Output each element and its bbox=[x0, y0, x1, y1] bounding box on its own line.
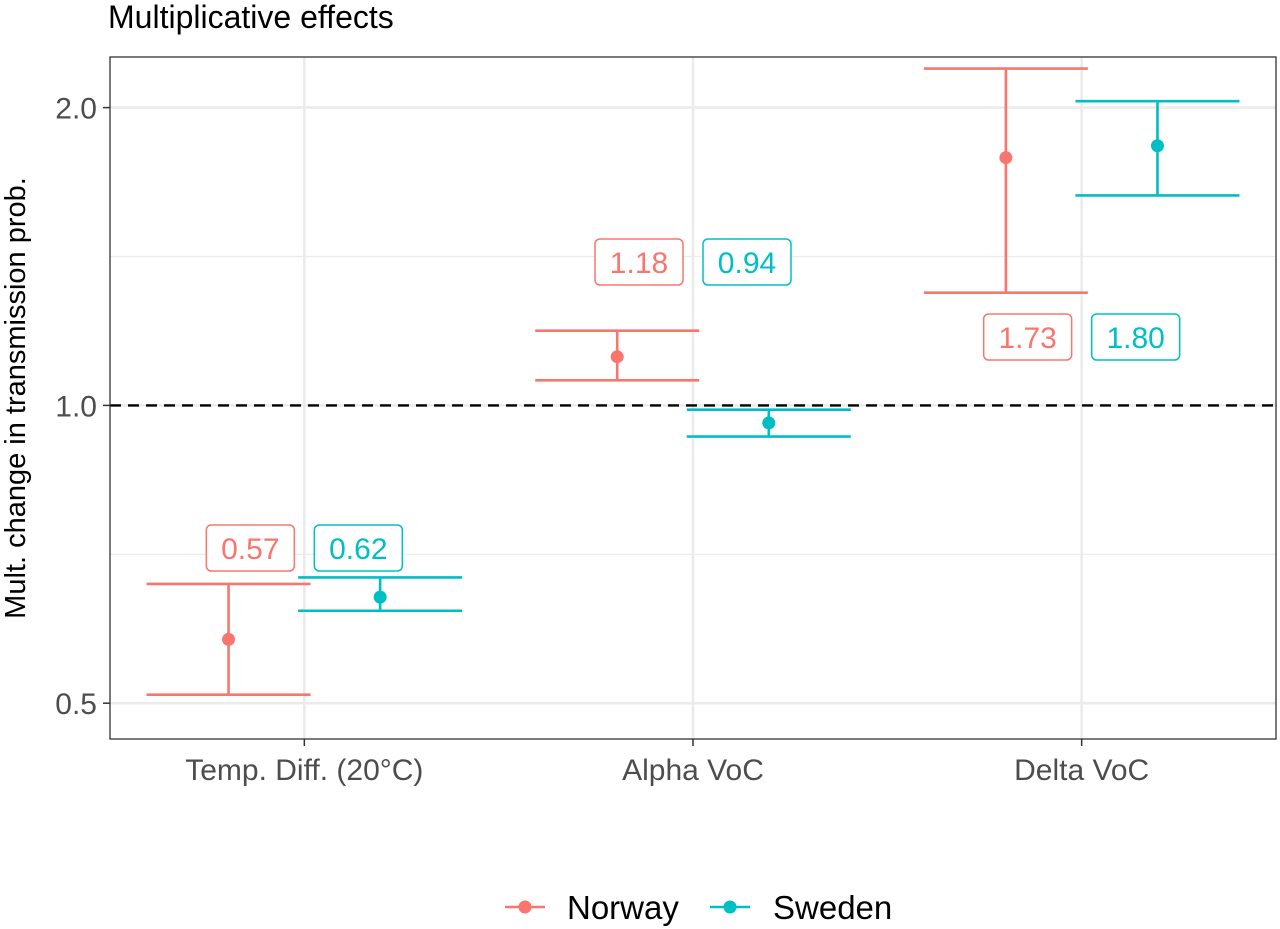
legend: Norway Sweden bbox=[505, 889, 892, 926]
y-axis: 0.5 1.0 2.0 bbox=[55, 93, 110, 721]
data-label-box bbox=[702, 238, 792, 286]
data-label-text: 0.62 bbox=[329, 533, 387, 566]
grid bbox=[110, 57, 1276, 739]
errorbar-sweden bbox=[298, 576, 463, 613]
data-label-text: 0.94 bbox=[718, 247, 776, 280]
data-label: 0.57 bbox=[205, 524, 296, 572]
y-tick-label: 1.0 bbox=[55, 390, 97, 423]
data-label-text: 1.18 bbox=[610, 247, 668, 280]
legend-item-norway: Norway bbox=[505, 889, 679, 926]
legend-label: Norway bbox=[567, 889, 679, 926]
data-label: 0.62 bbox=[313, 524, 404, 572]
x-tick-label: Temp. Diff. (20°C) bbox=[185, 754, 423, 787]
data-point bbox=[373, 590, 387, 604]
x-axis: Temp. Diff. (20°C) Alpha VoC Delta VoC bbox=[185, 739, 1149, 787]
data-label: 0.94 bbox=[702, 238, 792, 286]
x-tick-label: Alpha VoC bbox=[622, 754, 764, 787]
data-label-text: 1.73 bbox=[998, 322, 1056, 355]
data-point bbox=[999, 151, 1013, 165]
data-label-text: 0.57 bbox=[221, 533, 279, 566]
data-label-box bbox=[594, 238, 684, 286]
data-label: 1.18 bbox=[594, 238, 684, 286]
data-label-box bbox=[982, 313, 1073, 361]
legend-key-point bbox=[518, 900, 532, 914]
data-marks: 0.57 1.18 1.73 0.62 0.94 1.80 bbox=[146, 67, 1240, 696]
legend-key-point bbox=[723, 900, 737, 914]
y-axis-title: Mult. change in transmission prob. bbox=[0, 177, 32, 619]
data-label-box bbox=[313, 524, 404, 572]
data-point bbox=[1150, 139, 1164, 153]
y-tick-label: 0.5 bbox=[55, 688, 97, 721]
errorbar-norway bbox=[146, 582, 311, 696]
y-tick-label: 2.0 bbox=[55, 93, 97, 126]
data-point bbox=[610, 350, 624, 364]
data-label-box bbox=[1090, 313, 1181, 361]
data-point bbox=[762, 416, 776, 430]
errorbar-sweden bbox=[686, 408, 851, 438]
data-label-text: 1.80 bbox=[1106, 322, 1164, 355]
data-point bbox=[222, 632, 236, 646]
errorbar-sweden bbox=[1075, 99, 1240, 197]
legend-label: Sweden bbox=[773, 889, 892, 926]
data-label-box bbox=[205, 524, 296, 572]
data-label: 1.80 bbox=[1090, 313, 1181, 361]
data-label: 1.73 bbox=[982, 313, 1073, 361]
legend-item-sweden: Sweden bbox=[710, 889, 892, 926]
errorbar-norway bbox=[923, 67, 1088, 294]
x-tick-label: Delta VoC bbox=[1014, 754, 1149, 787]
chart-title: Multiplicative effects bbox=[108, 0, 394, 35]
errorbar-norway bbox=[535, 329, 700, 382]
